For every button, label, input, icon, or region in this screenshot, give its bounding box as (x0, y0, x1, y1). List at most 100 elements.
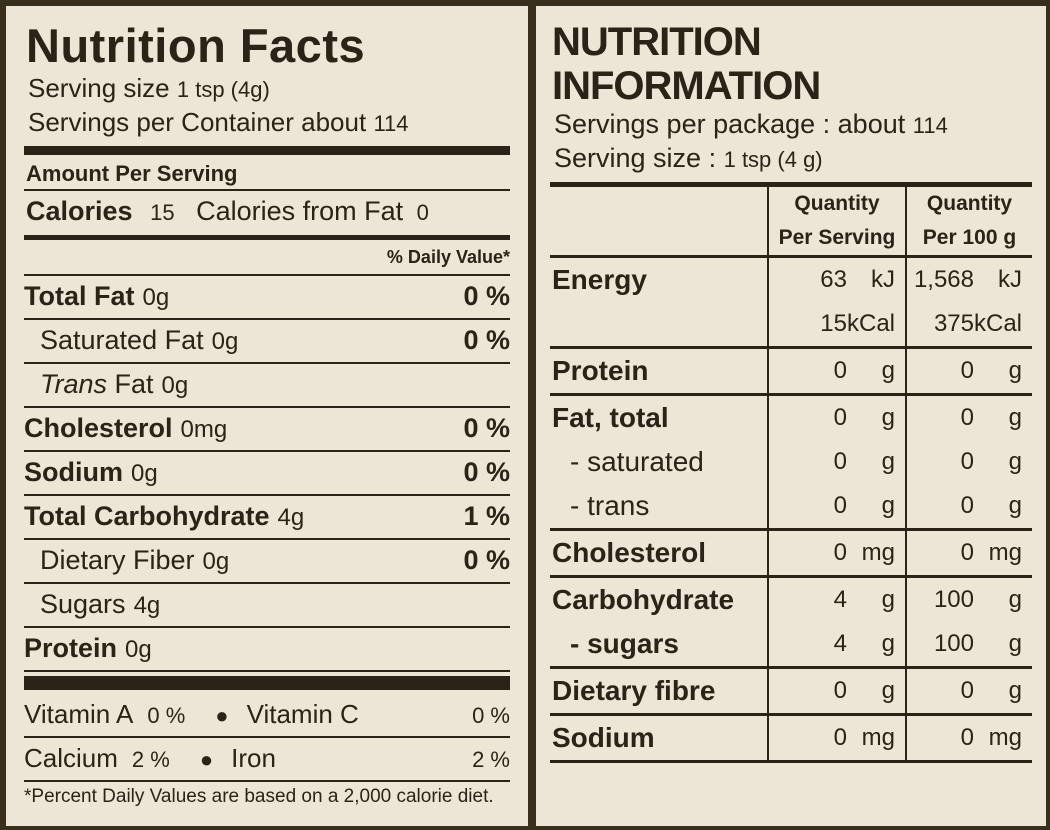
info-unit: g (1008, 357, 1022, 384)
header-per-serving: Quantity Per Serving (767, 187, 906, 258)
nutrient-daily-value: 0 % (463, 545, 510, 575)
info-label-line: - saturated (552, 440, 767, 484)
nutrient-name: Total Carbohydrate (24, 501, 270, 531)
info-value: 0 (960, 492, 974, 519)
vitamin-a-name: Calcium (24, 743, 118, 773)
info-value: 0 (960, 357, 974, 384)
nutrient-amount: 0mg (180, 416, 228, 443)
info-nutrient-label: Sodium (552, 722, 655, 753)
info-label-line (552, 302, 767, 346)
nutrient-name: Trans (40, 369, 108, 399)
header-per-100g-line1: Quantity (926, 192, 1013, 215)
nutrient-name-cell: Trans Fat 0g (40, 364, 188, 406)
info-unit: g (1008, 677, 1022, 704)
info-label-line: Fat, total (552, 396, 767, 440)
info-value: 1,568 (913, 266, 974, 293)
nutrient-name: Sugars (40, 589, 126, 619)
info-nutrient-label: - sugars (570, 628, 679, 659)
nutrient-row: Protein 0g (24, 628, 510, 672)
info-nutrient-label: Carbohydrate (552, 584, 735, 615)
info-unit: g (1008, 448, 1022, 475)
nutrient-row: Dietary Fiber 0g 0 % (24, 540, 510, 584)
vitamin-row: Vitamin A 0 % ● Vitamin C 0 % (24, 694, 510, 738)
serving-size-line: Serving size 1 tsp (4g) (28, 72, 510, 106)
vitamin-row: Calcium 2 % ● Iron 2 % (24, 738, 510, 782)
info-label-cell: Dietary fibre (550, 667, 768, 716)
nutrient-name-cell: Cholesterol 0mg (24, 408, 227, 450)
info-nutrient-label: - saturated (570, 446, 704, 477)
info-label-cell: Cholesterol (550, 529, 768, 578)
info-value: 375 (933, 310, 974, 337)
calories-value: 15 (150, 200, 175, 225)
info-unit: g (881, 586, 895, 613)
info-value-pair: 100 g (907, 622, 1022, 666)
header-blank-cell (550, 187, 768, 258)
info-value: 0 (833, 724, 847, 751)
calories-fat-label: Calories from Fat (196, 196, 404, 226)
info-per-serving-cell: 0 mg (767, 529, 906, 578)
table-header-row: Quantity Per Serving Quantity Per 100 g (550, 187, 1032, 258)
nutrient-name-cell: Protein 0g (24, 628, 152, 670)
info-nutrient-label: Dietary fibre (552, 675, 716, 706)
info-unit: g (881, 404, 895, 431)
info-unit: g (881, 630, 895, 657)
info-value-pair: 375 kCal (907, 302, 1022, 346)
info-value-pair: 15 kCal (769, 302, 895, 346)
nutrient-daily-value: 0 % (463, 457, 510, 487)
info-value: 0 (833, 492, 847, 519)
vitamin-b-pct: 2 % (472, 747, 510, 772)
info-value: 4 (833, 586, 847, 613)
info-value: 100 (933, 586, 974, 613)
nutrition-facts-panel: Nutrition Facts Serving size 1 tsp (4g) … (6, 6, 528, 826)
calories-label: Calories (26, 196, 133, 226)
header-per-100g-line2: Per 100 g (922, 226, 1017, 249)
serving-size-value: 1 tsp (4g) (176, 77, 270, 102)
nutrient-amount: 4g (277, 504, 305, 531)
nutrient-name-cell: Total Fat 0g (24, 276, 169, 318)
info-nutrient-label: Fat, total (552, 402, 669, 433)
heavy-divider (24, 676, 510, 690)
servings-per-package-line: Servings per package : about 114 (554, 108, 1032, 142)
info-group-row: Energy 63 kJ 15 kCal 1,568 kJ 375 kCal (550, 256, 1032, 349)
nutrient-name: Protein (24, 633, 118, 663)
calories-fat-value: 0 (416, 200, 429, 225)
vitamin-a-name: Vitamin A (24, 699, 134, 729)
nutrient-amount: 0g (142, 284, 170, 311)
info-unit: kJ (998, 266, 1022, 293)
nutrient-daily-value: 0 % (463, 325, 510, 355)
info-value-pair: 1,568 kJ (907, 258, 1022, 302)
info-per-100g-cell: 1,568 kJ 375 kCal (905, 256, 1032, 349)
info-label-line: - trans (552, 484, 767, 528)
info-per-serving-cell: 0 mg (767, 714, 906, 763)
info-value: 63 (820, 266, 847, 293)
nutrient-name-cell: Saturated Fat 0g (40, 320, 238, 362)
nutrient-rows: Total Fat 0g 0 % Saturated Fat 0g 0 % Trans Fa… (24, 276, 510, 672)
info-label-line: Energy (552, 258, 767, 302)
vitamin-b-pct: 0 % (472, 703, 510, 728)
medium-divider (24, 235, 510, 240)
info-value-pair: 0 mg (769, 716, 895, 760)
info-label-cell: Energy (550, 256, 768, 349)
amount-per-serving-label: Amount Per Serving (24, 159, 510, 191)
header-per-serving-line2: Per Serving (778, 226, 896, 249)
info-value: 0 (960, 539, 974, 566)
info-table-body: Energy 63 kJ 15 kCal 1,568 kJ 375 kCal Protein 0 g… (550, 256, 1032, 763)
serving-size-label-right: Serving size : (554, 143, 717, 173)
nutrient-row: Total Fat 0g 0 % (24, 276, 510, 320)
info-nutrient-label: - trans (570, 490, 650, 521)
nutrient-name-cell: Total Carbohydrate 4g (24, 496, 304, 538)
servings-per-package-label: Servings per package : about (554, 109, 906, 139)
header-per-100g: Quantity Per 100 g (905, 187, 1032, 258)
info-unit: kCal (974, 310, 1023, 337)
